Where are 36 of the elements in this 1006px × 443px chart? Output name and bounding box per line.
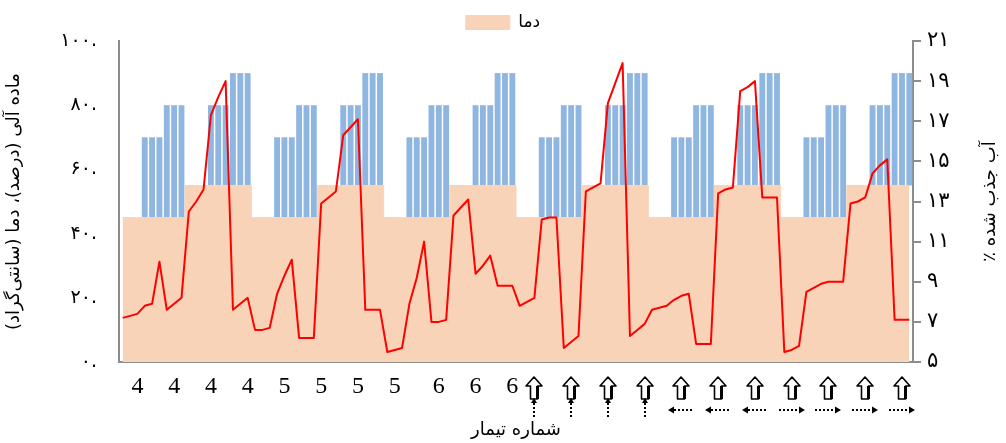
y2-axis-title: ٪ آب جذب شده bbox=[976, 140, 999, 262]
bar bbox=[707, 105, 714, 218]
x-tick-label: 5 bbox=[278, 371, 291, 398]
y-tick-label: ۴۰. bbox=[70, 220, 97, 243]
x-tick-label: 4 bbox=[131, 371, 144, 398]
y2-tick-label: ۱۵ bbox=[927, 147, 950, 172]
bar bbox=[244, 73, 251, 186]
y2-tick-label: ۱۱ bbox=[927, 228, 950, 253]
y-tick-label: ۲۰. bbox=[70, 284, 97, 307]
y2-tick-label: ۷ bbox=[927, 308, 939, 333]
x-tick-label: 6 bbox=[506, 371, 519, 398]
y-tick-label: ۰. bbox=[80, 348, 97, 371]
y2-tick-label: ۱۷ bbox=[927, 107, 950, 132]
x-tick-label: 5 bbox=[315, 371, 328, 398]
y-axis-title: ماده آلی (درصد)، دما (سانتی‌گراد) bbox=[1, 73, 25, 330]
bar bbox=[406, 137, 413, 218]
x-tick-label: 4 bbox=[241, 371, 254, 398]
y-tick-label: ۸۰. bbox=[70, 92, 97, 115]
x-tick-label: 4 bbox=[204, 371, 217, 398]
y2-tick-label: ۲۱ bbox=[927, 27, 950, 52]
x-axis-title: شماره تیمار bbox=[470, 417, 561, 439]
y2-tick-label: ۱۳ bbox=[927, 187, 950, 212]
bar bbox=[641, 73, 648, 186]
x-tick-label: 6 bbox=[432, 371, 445, 398]
y2-tick-label: ۹ bbox=[927, 268, 939, 293]
bar bbox=[803, 137, 810, 218]
x-tick-label: 6 bbox=[469, 371, 482, 398]
x-tick-label: 5 bbox=[388, 371, 401, 398]
bar bbox=[310, 105, 317, 218]
y-tick-label: ۱۰۰. bbox=[60, 27, 97, 50]
x-tick-label: 5 bbox=[351, 371, 364, 398]
x-tick-label: 4 bbox=[168, 371, 181, 398]
legend-label: دما bbox=[518, 10, 541, 31]
y2-tick-label: ۵ bbox=[927, 348, 939, 373]
y2-tick-label: ۱۹ bbox=[927, 67, 950, 92]
y-tick-label: ۶۰. bbox=[70, 156, 97, 179]
